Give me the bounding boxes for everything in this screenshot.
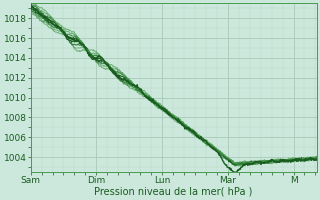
X-axis label: Pression niveau de la mer( hPa ): Pression niveau de la mer( hPa ) (94, 187, 253, 197)
